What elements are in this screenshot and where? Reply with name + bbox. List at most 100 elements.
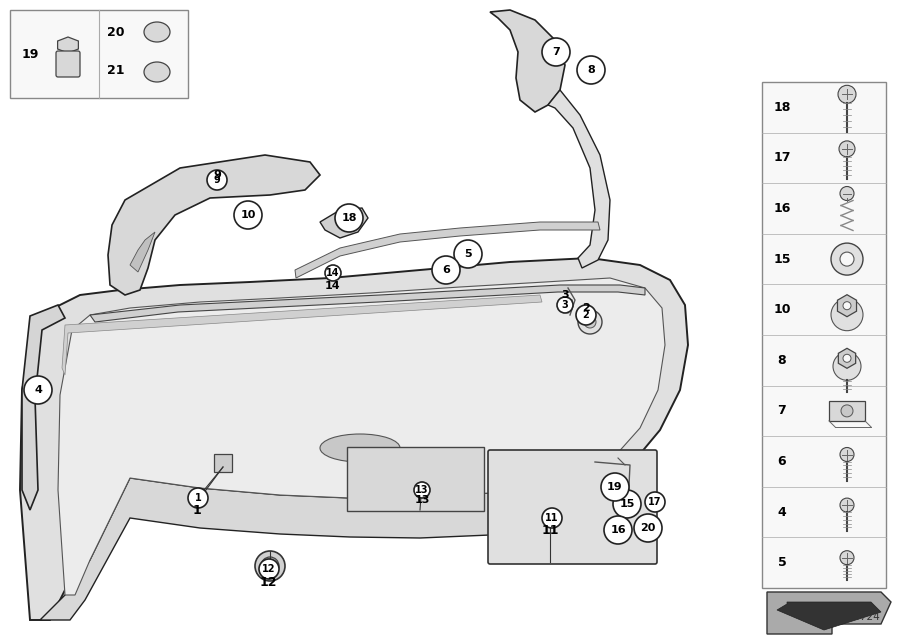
Text: 13: 13 bbox=[414, 495, 429, 505]
Text: 3: 3 bbox=[562, 300, 569, 310]
Text: 10: 10 bbox=[773, 303, 791, 316]
Ellipse shape bbox=[144, 62, 170, 82]
Circle shape bbox=[432, 256, 460, 284]
Circle shape bbox=[234, 201, 262, 229]
Polygon shape bbox=[490, 10, 565, 112]
Text: 6: 6 bbox=[442, 265, 450, 275]
Circle shape bbox=[24, 376, 52, 404]
Text: 16: 16 bbox=[610, 525, 626, 535]
Text: 16: 16 bbox=[773, 202, 791, 215]
Circle shape bbox=[840, 448, 854, 462]
Circle shape bbox=[840, 186, 854, 200]
Circle shape bbox=[542, 38, 570, 66]
Text: 5: 5 bbox=[778, 556, 787, 569]
Text: 13: 13 bbox=[415, 485, 428, 495]
Text: 7: 7 bbox=[552, 47, 560, 57]
Polygon shape bbox=[320, 208, 368, 238]
Circle shape bbox=[325, 265, 341, 281]
FancyBboxPatch shape bbox=[347, 447, 484, 511]
Circle shape bbox=[838, 85, 856, 103]
Circle shape bbox=[255, 551, 285, 581]
Ellipse shape bbox=[320, 434, 400, 462]
Circle shape bbox=[843, 354, 851, 363]
Text: 8: 8 bbox=[587, 65, 595, 75]
Text: 00216724: 00216724 bbox=[827, 612, 880, 622]
Text: 11: 11 bbox=[541, 523, 559, 537]
Circle shape bbox=[613, 490, 641, 518]
Circle shape bbox=[576, 305, 596, 325]
Text: 21: 21 bbox=[107, 64, 124, 76]
Circle shape bbox=[414, 482, 430, 498]
Text: 10: 10 bbox=[240, 210, 256, 220]
Text: 4: 4 bbox=[34, 385, 42, 395]
Polygon shape bbox=[22, 305, 65, 510]
Text: 12: 12 bbox=[262, 564, 275, 574]
Text: 20: 20 bbox=[107, 25, 124, 39]
Polygon shape bbox=[777, 602, 881, 630]
FancyBboxPatch shape bbox=[10, 10, 188, 98]
Polygon shape bbox=[58, 278, 665, 595]
Circle shape bbox=[839, 141, 855, 157]
Text: 15: 15 bbox=[773, 252, 791, 266]
Text: 18: 18 bbox=[773, 100, 791, 114]
Polygon shape bbox=[829, 401, 865, 421]
Circle shape bbox=[578, 310, 602, 334]
Text: 11: 11 bbox=[545, 513, 559, 523]
FancyBboxPatch shape bbox=[56, 51, 80, 77]
Text: 19: 19 bbox=[22, 48, 40, 60]
Text: 20: 20 bbox=[640, 523, 656, 533]
Polygon shape bbox=[838, 294, 857, 317]
Polygon shape bbox=[108, 155, 320, 295]
Circle shape bbox=[840, 498, 854, 512]
Circle shape bbox=[645, 492, 665, 512]
Text: 9: 9 bbox=[213, 170, 220, 180]
Circle shape bbox=[604, 516, 632, 544]
Polygon shape bbox=[40, 456, 630, 620]
Polygon shape bbox=[130, 232, 155, 272]
Circle shape bbox=[266, 562, 274, 570]
Circle shape bbox=[188, 488, 208, 508]
Circle shape bbox=[577, 56, 605, 84]
Polygon shape bbox=[58, 37, 78, 53]
Text: 19: 19 bbox=[608, 482, 623, 492]
Text: 18: 18 bbox=[341, 213, 356, 223]
Circle shape bbox=[335, 204, 363, 232]
Text: 12: 12 bbox=[259, 576, 277, 588]
Polygon shape bbox=[20, 258, 688, 620]
Ellipse shape bbox=[144, 22, 170, 42]
Text: 2: 2 bbox=[582, 310, 590, 320]
Polygon shape bbox=[767, 592, 891, 634]
Text: 17: 17 bbox=[773, 151, 791, 164]
Circle shape bbox=[601, 473, 629, 501]
Circle shape bbox=[454, 240, 482, 268]
Circle shape bbox=[840, 551, 854, 565]
Text: 4: 4 bbox=[778, 506, 787, 518]
Text: 1: 1 bbox=[193, 504, 202, 516]
Circle shape bbox=[841, 405, 853, 417]
Text: 15: 15 bbox=[619, 499, 634, 509]
Circle shape bbox=[634, 514, 662, 542]
Text: 9: 9 bbox=[213, 175, 220, 185]
Circle shape bbox=[833, 352, 861, 380]
Text: 8: 8 bbox=[778, 354, 787, 367]
Polygon shape bbox=[548, 90, 610, 268]
Circle shape bbox=[840, 252, 854, 266]
Text: 2: 2 bbox=[582, 303, 590, 313]
FancyBboxPatch shape bbox=[214, 454, 232, 472]
Text: 17: 17 bbox=[648, 497, 662, 507]
Text: 5: 5 bbox=[464, 249, 472, 259]
FancyBboxPatch shape bbox=[762, 82, 886, 588]
Text: 1: 1 bbox=[194, 493, 202, 503]
Circle shape bbox=[584, 316, 596, 328]
Text: 14: 14 bbox=[325, 281, 341, 291]
Polygon shape bbox=[90, 285, 645, 322]
Text: 6: 6 bbox=[778, 455, 787, 468]
Text: 14: 14 bbox=[326, 268, 340, 278]
Circle shape bbox=[557, 297, 573, 313]
Circle shape bbox=[261, 557, 279, 575]
FancyBboxPatch shape bbox=[488, 450, 657, 564]
Text: 3: 3 bbox=[562, 290, 569, 300]
Polygon shape bbox=[62, 295, 542, 375]
Polygon shape bbox=[838, 349, 856, 368]
Circle shape bbox=[207, 170, 227, 190]
